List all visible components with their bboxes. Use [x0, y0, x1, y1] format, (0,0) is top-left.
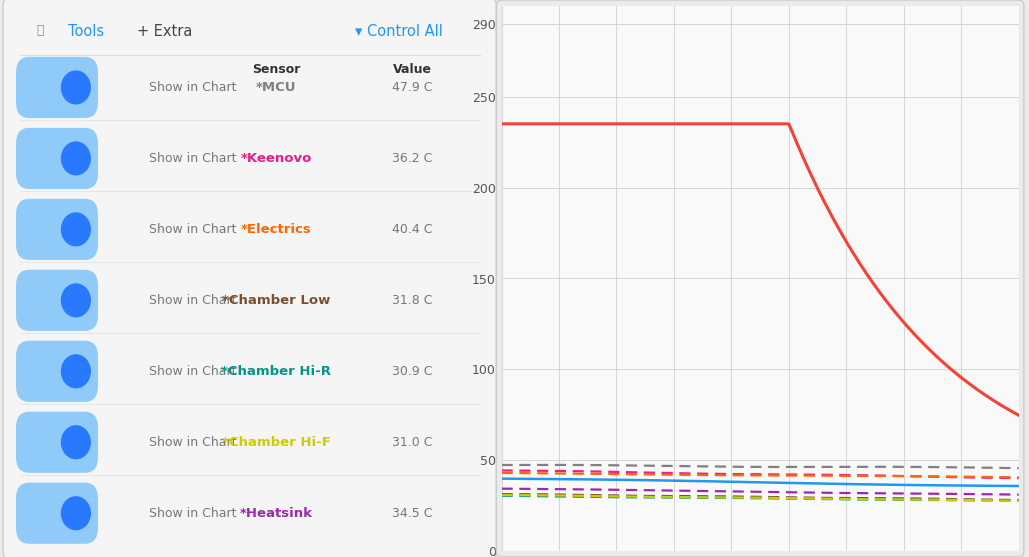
Text: Show in Chart: Show in Chart	[149, 152, 237, 165]
Text: *Heatsink: *Heatsink	[240, 507, 313, 520]
FancyBboxPatch shape	[3, 0, 496, 557]
FancyBboxPatch shape	[16, 199, 98, 260]
Text: Show in Chart: Show in Chart	[149, 507, 237, 520]
Text: 34.5 C: 34.5 C	[392, 507, 433, 520]
Text: 31.8 C: 31.8 C	[392, 294, 433, 307]
Text: *Chamber Hi-F: *Chamber Hi-F	[221, 436, 330, 449]
Text: 40.4 C: 40.4 C	[392, 223, 433, 236]
Text: Show in Chart: Show in Chart	[149, 223, 237, 236]
Text: Show in Chart: Show in Chart	[149, 365, 237, 378]
FancyBboxPatch shape	[16, 270, 98, 331]
Text: *Electrics: *Electrics	[241, 223, 312, 236]
Text: 30.9 C: 30.9 C	[392, 365, 433, 378]
Text: 36.2 C: 36.2 C	[392, 152, 433, 165]
Text: *Chamber Low: *Chamber Low	[222, 294, 330, 307]
FancyBboxPatch shape	[16, 128, 98, 189]
FancyBboxPatch shape	[16, 57, 98, 118]
Text: Sensor: Sensor	[252, 63, 300, 76]
Text: Show in Chart: Show in Chart	[149, 294, 237, 307]
Text: 47.9 C: 47.9 C	[392, 81, 433, 94]
Circle shape	[62, 284, 91, 317]
Text: *Keenovo: *Keenovo	[241, 152, 312, 165]
Text: + Extra: + Extra	[137, 24, 192, 39]
Circle shape	[62, 426, 91, 458]
Text: 31.0 C: 31.0 C	[392, 436, 433, 449]
Text: Value: Value	[393, 63, 432, 76]
Text: 🔧: 🔧	[37, 24, 44, 37]
Text: Show in Chart: Show in Chart	[149, 81, 237, 94]
Circle shape	[62, 213, 91, 246]
FancyBboxPatch shape	[16, 412, 98, 473]
Text: *MCU: *MCU	[256, 81, 296, 94]
Text: Show in Chart: Show in Chart	[149, 436, 237, 449]
Text: *Chamber Hi-R: *Chamber Hi-R	[221, 365, 331, 378]
Circle shape	[62, 497, 91, 530]
FancyBboxPatch shape	[16, 341, 98, 402]
Text: ▾ Control All: ▾ Control All	[355, 24, 442, 39]
Circle shape	[62, 355, 91, 388]
Circle shape	[62, 142, 91, 175]
Circle shape	[62, 71, 91, 104]
Text: Tools: Tools	[68, 24, 104, 39]
FancyBboxPatch shape	[16, 483, 98, 544]
